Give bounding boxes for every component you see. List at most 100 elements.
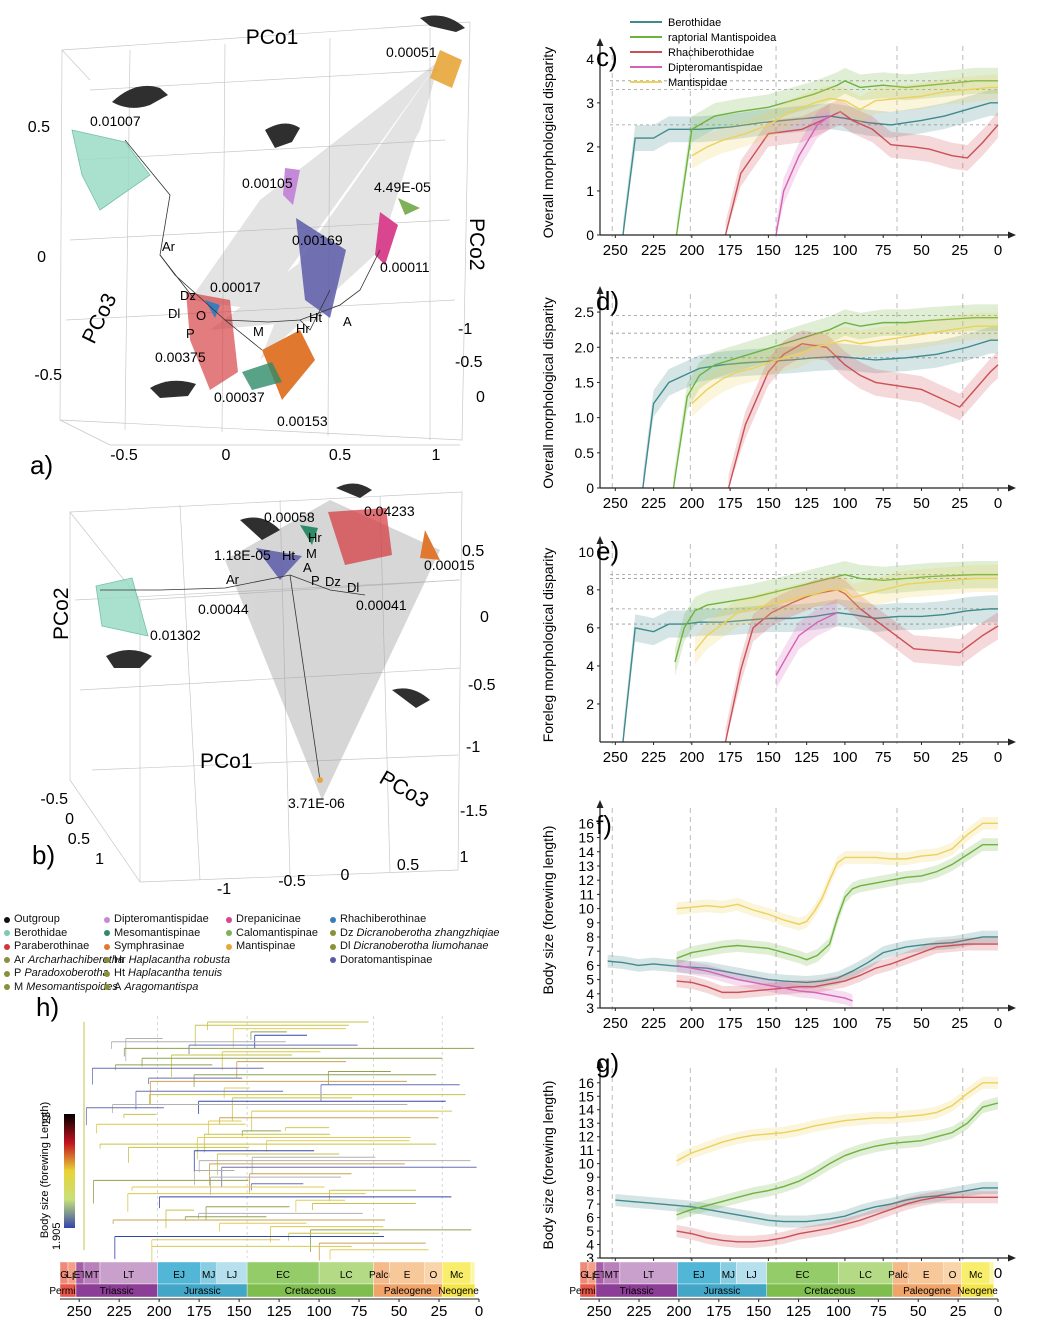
x-tick-label: 125 xyxy=(794,749,819,766)
disparity-value-label: 0.00375 xyxy=(155,349,206,365)
calomantispinae-hull-a xyxy=(398,198,420,215)
legend-dot-icon xyxy=(330,957,336,964)
legend-dot-icon xyxy=(226,930,232,937)
taxon-label: Ar xyxy=(226,572,240,587)
x-tick-label: 100 xyxy=(832,242,857,259)
legend-dot-icon xyxy=(330,943,336,950)
y-tick-label: 4 xyxy=(586,51,594,67)
legend-label: Rhachiberothidae xyxy=(668,47,754,59)
disparity-value-label: 0.01302 xyxy=(150,627,201,643)
period-label: Jurassic xyxy=(704,1286,741,1297)
confidence-band xyxy=(776,103,830,235)
epoch-label: MJ xyxy=(722,1270,735,1281)
timescale-tick-label: 0 xyxy=(994,1303,1002,1320)
timescale-tick-label: 100 xyxy=(307,1303,332,1320)
y-tick-label: 3 xyxy=(586,1250,594,1266)
y-tick-label: 15 xyxy=(578,830,594,846)
chart-panel-c: 250 225 200 175 150 125 100 75 50 25 001234Overall… xyxy=(540,38,1016,259)
x-tick-label: 75 xyxy=(875,242,892,259)
taxon-label: Ht xyxy=(309,310,322,325)
timescale-tick-label: 25 xyxy=(950,1303,967,1320)
y-tick-label: 6 xyxy=(586,620,594,636)
x-tick-label: 100 xyxy=(832,1015,857,1032)
doratomantispinae-hull-a xyxy=(296,218,346,318)
y-tick-b: -0.5 xyxy=(468,677,496,694)
x-tick-label: 175 xyxy=(718,749,743,766)
series-line xyxy=(676,1102,999,1216)
pco2-axis-label-a: PCo2 xyxy=(465,218,488,271)
group-name: Paraberothinae xyxy=(14,940,90,953)
x-tick-label: 50 xyxy=(913,749,930,766)
y-axis-title: Overall morphological disparity xyxy=(540,47,556,238)
taxon-abbreviation: Ht xyxy=(114,967,125,980)
epoch-label: LJ xyxy=(227,1270,238,1281)
timescale-tick-label: 225 xyxy=(627,1303,652,1320)
symphrasinae-hull-b xyxy=(420,530,440,560)
x-tick-label: 150 xyxy=(756,242,781,259)
epoch-label: Palcn xyxy=(369,1270,394,1281)
period-band xyxy=(961,1283,995,1298)
y-axis-arrow-icon xyxy=(596,1060,604,1068)
y-axis-title: Body size (forewing length) xyxy=(540,826,556,995)
legend-label: Berothidae xyxy=(668,17,721,29)
x-tick-label: 75 xyxy=(875,1015,892,1032)
mesomantispinae-hull-b xyxy=(300,525,318,545)
period-band xyxy=(442,1283,476,1298)
period-label: Jurassic xyxy=(184,1286,221,1297)
taxon-name: Dicranoberotha liumohanae xyxy=(353,940,489,953)
x-tick-label: 250 xyxy=(603,495,628,512)
legend-dot-icon xyxy=(104,930,110,937)
insect-silhouette-icon xyxy=(150,380,196,398)
y-axis-title: Body size (forewing length) xyxy=(540,1081,556,1250)
taxon-label: Hr xyxy=(296,321,310,336)
taxon-abbreviation: Dz xyxy=(340,926,354,939)
epoch-label: LT xyxy=(643,1270,654,1281)
y-tick-label: 1.0 xyxy=(575,410,595,426)
x-tick-label: 25 xyxy=(951,495,968,512)
y-tick-label: 4 xyxy=(586,1237,594,1253)
x-tick-label: 0 xyxy=(994,495,1002,512)
taxon-abbreviation: Hr xyxy=(114,953,126,966)
timescale-tick-label: 150 xyxy=(746,1303,771,1320)
series-line xyxy=(775,612,838,676)
legend-label: raptorial Mantispoidea xyxy=(668,32,777,44)
panel-a: PCo1 PCo2 PCo3 -0.5 0 0.5 1 0.5 0 -0.5 -… xyxy=(28,15,488,480)
x-tick-label: 25 xyxy=(951,749,968,766)
taxon-name: Mesomantispoides xyxy=(26,980,118,993)
insect-silhouette-icon xyxy=(106,650,152,668)
panel-label-e: e) xyxy=(596,536,619,566)
disparity-value-label: 0.00017 xyxy=(210,279,261,295)
series-line xyxy=(607,936,998,984)
disparity-value-label: 1.18E-05 xyxy=(214,547,271,563)
timescale-tick-label: 175 xyxy=(706,1303,731,1320)
legend-item: Ar Archarhachiberotha xyxy=(4,954,124,968)
group-name: Dipteromantispidae xyxy=(114,913,209,926)
series-line xyxy=(674,573,998,663)
disparity-value-label: 0.00105 xyxy=(242,175,293,191)
period-label: Paleogene xyxy=(384,1286,432,1297)
y-tick-label: 2.5 xyxy=(575,304,595,320)
y-tick-b: 0 xyxy=(480,609,489,626)
period-label: Paleogene xyxy=(903,1286,951,1297)
berothidae-hull-b xyxy=(95,577,149,637)
y-tick-label: 5 xyxy=(586,972,594,988)
legend-item: Symphrasinae xyxy=(104,940,230,954)
x-tick-label: 125 xyxy=(794,495,819,512)
x-tick-label: 175 xyxy=(718,1015,743,1032)
legend-dot-icon xyxy=(4,984,10,991)
disparity-value-label: 4.49E-05 xyxy=(374,179,431,195)
chart-panel-f: 250 225 200 175 150 125 100 75 50 25 0345678910111… xyxy=(540,800,1016,1032)
epoch-label: Lp xyxy=(586,1270,598,1281)
taxon-name: Aragomantispa xyxy=(124,980,199,993)
period-label: Neogene xyxy=(438,1286,479,1297)
epoch-band xyxy=(989,1261,995,1285)
legend-dot-icon xyxy=(4,957,10,964)
taxon-label: Dz xyxy=(325,574,341,589)
epoch-label: LT xyxy=(123,1270,134,1281)
legend-item: Rhachiberothinae xyxy=(330,913,500,927)
y-tick-label: 2.0 xyxy=(575,339,595,355)
timescale-tick-label: 75 xyxy=(870,1303,887,1320)
legend-dot-icon xyxy=(104,943,110,950)
series-line xyxy=(691,86,998,157)
